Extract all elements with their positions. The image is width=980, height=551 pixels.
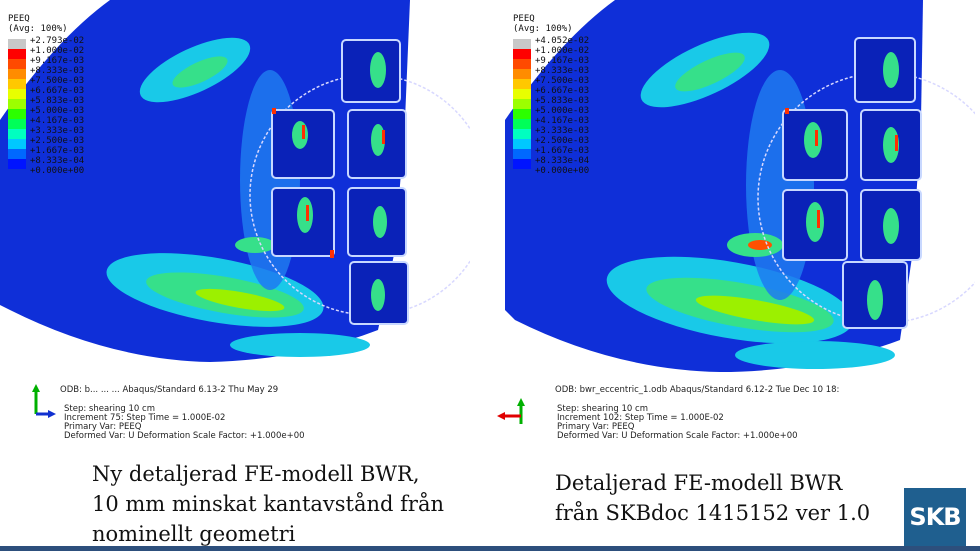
deformed-var-line: Deformed Var: U Deformation Scale Factor… — [557, 431, 798, 441]
axis-triad-icon — [497, 398, 525, 424]
legend-value: +8.333e-04 — [535, 156, 590, 166]
legend-swatch — [513, 89, 531, 99]
legend-swatch — [513, 59, 531, 69]
caption-line: Detaljerad FE-modell BWR — [555, 471, 843, 495]
legend-value: +5.833e-03 — [30, 96, 85, 106]
legend-value: +3.333e-03 — [535, 126, 590, 136]
legend-value: +5.000e-03 — [30, 106, 85, 116]
legend-value: +2.500e-03 — [30, 136, 85, 146]
legend-left: PEEQ (Avg: 100%) +2.793e-02 +1.000e-0 — [8, 14, 84, 176]
step-line: Step: shearing 10 cm — [64, 404, 155, 414]
legend-swatch — [8, 79, 26, 89]
legend-avg: (Avg: 100%) — [513, 24, 573, 34]
increment-line: Increment 102: Step Time = 1.000E-02 — [557, 413, 724, 423]
legend-value: +1.000e-02 — [30, 46, 85, 56]
caption-line: från SKBdoc 1415152 ver 1.0 — [555, 501, 871, 525]
legend-swatch — [513, 119, 531, 129]
legend-color-bar — [513, 39, 531, 169]
legend-value: +1.667e-03 — [535, 146, 590, 156]
legend-value: +8.333e-03 — [30, 66, 85, 76]
legend-value: +0.000e+00 — [535, 166, 590, 176]
legend-swatch — [8, 89, 26, 99]
legend-value: +2.500e-03 — [535, 136, 590, 146]
primary-var-line: Primary Var: PEEQ — [557, 422, 635, 432]
legend-value: +4.052e-02 — [535, 36, 590, 46]
legend-value: +8.333e-03 — [535, 66, 590, 76]
legend-value: +2.793e-02 — [30, 36, 85, 46]
skb-logo: SKB — [904, 488, 966, 546]
legend-value: +5.833e-03 — [535, 96, 590, 106]
legend-swatch — [513, 109, 531, 119]
deformed-var-line: Deformed Var: U Deformation Scale Factor… — [64, 431, 305, 441]
legend-value: +5.000e-03 — [535, 106, 590, 116]
legend-value: +6.667e-03 — [535, 86, 590, 96]
legend-value: +3.333e-03 — [30, 126, 85, 136]
fe-contour-plot-right — [505, 0, 975, 372]
legend-swatch — [8, 69, 26, 79]
legend-swatch — [8, 119, 26, 129]
legend-swatch — [8, 59, 26, 69]
legend-swatch — [513, 139, 531, 149]
legend-swatch — [8, 159, 26, 169]
legend-swatch — [8, 139, 26, 149]
legend-value: +1.667e-03 — [30, 146, 85, 156]
fe-panel-left: PEEQ (Avg: 100%) +2.793e-02 +1.000e-0 — [0, 0, 470, 470]
step-info: Step: shearing 10 cm Increment 75: Step … — [64, 405, 305, 441]
legend-title: PEEQ — [8, 14, 30, 24]
caption-line: nominellt geometri — [92, 522, 296, 546]
legend-swatch — [513, 49, 531, 59]
legend-swatch — [8, 39, 26, 49]
legend-right: PEEQ (Avg: 100%) +4.052e-02 +1.000e-0 — [513, 14, 589, 176]
legend-avg: (Avg: 100%) — [8, 24, 68, 34]
legend-swatch — [8, 49, 26, 59]
legend-swatch — [8, 149, 26, 159]
legend-swatch — [513, 149, 531, 159]
legend-value: +9.167e-03 — [30, 56, 85, 66]
odb-info-line: ODB: bwr_eccentric_1.odb Abaqus/Standard… — [555, 385, 840, 395]
odb-info-line: ODB: b... ... ... Abaqus/Standard 6.13-2… — [60, 385, 279, 395]
increment-line: Increment 75: Step Time = 1.000E-02 — [64, 413, 226, 423]
caption-line: Ny detaljerad FE-modell BWR, — [92, 462, 420, 486]
legend-value: +6.667e-03 — [30, 86, 85, 96]
primary-var-line: Primary Var: PEEQ — [64, 422, 142, 432]
legend-value: +1.000e-02 — [535, 46, 590, 56]
legend-value: +0.000e+00 — [30, 166, 85, 176]
legend-swatch — [513, 159, 531, 169]
legend-color-bar — [8, 39, 26, 169]
legend-value: +4.167e-03 — [30, 116, 85, 126]
fe-panel-right: PEEQ (Avg: 100%) +4.052e-02 +1.000e-0 — [497, 0, 975, 470]
legend-swatch — [513, 79, 531, 89]
legend-swatch — [8, 99, 26, 109]
legend-value: +4.167e-03 — [535, 116, 590, 126]
legend-value: +9.167e-03 — [535, 56, 590, 66]
legend-title: PEEQ — [513, 14, 535, 24]
caption-left: Ny detaljerad FE-modell BWR, 10 mm minsk… — [92, 459, 444, 549]
legend-swatch — [513, 69, 531, 79]
legend-swatch — [513, 39, 531, 49]
legend-value: +8.333e-04 — [30, 156, 85, 166]
legend-value: +7.500e-03 — [30, 76, 85, 86]
legend-swatch — [513, 129, 531, 139]
legend-swatch — [8, 129, 26, 139]
axis-triad-icon — [32, 384, 56, 418]
bottom-bar — [0, 546, 980, 551]
legend-swatch — [513, 99, 531, 109]
step-info: Step: shearing 10 cm Increment 102: Step… — [557, 405, 798, 441]
legend-swatch — [8, 109, 26, 119]
caption-line: 10 mm minskat kantavstånd från — [92, 492, 445, 516]
fe-contour-plot-left — [0, 0, 470, 362]
caption-right: Detaljerad FE-modell BWR från SKBdoc 141… — [555, 468, 870, 528]
step-line: Step: shearing 10 cm — [557, 404, 648, 414]
legend-value: +7.500e-03 — [535, 76, 590, 86]
